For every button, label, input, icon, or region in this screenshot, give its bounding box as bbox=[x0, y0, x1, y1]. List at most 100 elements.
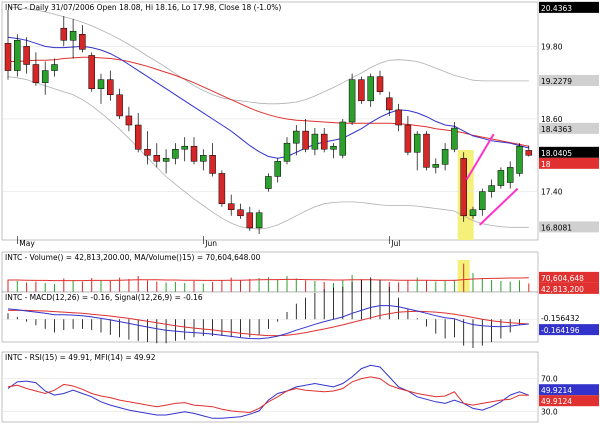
candle-38 bbox=[358, 76, 365, 104]
trendline-upper bbox=[465, 133, 495, 180]
macd-tag-0-bg bbox=[539, 311, 599, 323]
candle-body bbox=[41, 70, 49, 83]
candle-0 bbox=[4, 10, 12, 80]
candle-41 bbox=[386, 91, 393, 116]
candle-body bbox=[190, 145, 198, 162]
candle-7 bbox=[69, 19, 77, 59]
rsi-tag-0-bg bbox=[539, 384, 599, 396]
macd-tag-0-text: -0.156432 bbox=[541, 314, 580, 323]
candle-25 bbox=[237, 203, 244, 219]
price-tag-3-text: 18.0405 bbox=[541, 149, 572, 158]
price-tag-2-text: 18.4363 bbox=[541, 125, 572, 134]
candle-50 bbox=[469, 206, 477, 219]
candle-body bbox=[376, 76, 384, 92]
candle-body bbox=[274, 161, 281, 177]
macd-value-tags: -0.156432 -0.164196 bbox=[539, 311, 599, 336]
candle-34 bbox=[320, 128, 328, 153]
price-tag-1: 19.2279 bbox=[539, 74, 599, 86]
rsi-tag-1-bg bbox=[539, 395, 599, 407]
price-grid bbox=[2, 46, 538, 192]
mfi-line bbox=[7, 364, 529, 419]
candle-body bbox=[209, 155, 216, 174]
candle-body bbox=[283, 142, 291, 162]
volume-value-tags: 70,604,648 42,813,200 bbox=[539, 271, 599, 294]
candle-3 bbox=[32, 52, 40, 86]
volume-tag-0-bg bbox=[539, 271, 599, 283]
candle-body bbox=[311, 133, 319, 150]
candle-body bbox=[525, 150, 533, 156]
candle-45 bbox=[423, 131, 430, 171]
price-tag-1-text: 19.2279 bbox=[541, 77, 572, 86]
macd-title: INTC - MACD(12,26) = -0.16, Signal(12,26… bbox=[5, 293, 203, 302]
candle-body bbox=[23, 46, 30, 65]
candle-54 bbox=[506, 161, 514, 189]
candle-body bbox=[451, 127, 458, 150]
candle-body bbox=[116, 94, 123, 117]
macd-tag-1: -0.164196 bbox=[539, 324, 599, 336]
candle-body bbox=[441, 148, 449, 165]
candle-body bbox=[479, 191, 486, 210]
rsi-grid bbox=[2, 378, 538, 413]
candle-body bbox=[265, 176, 272, 189]
candle-23 bbox=[218, 170, 226, 207]
candle-body bbox=[200, 155, 207, 162]
candle-body bbox=[413, 133, 421, 153]
price-y-tick-1: 18.60 bbox=[541, 115, 563, 124]
candle-body bbox=[125, 115, 133, 126]
candle-body bbox=[88, 55, 95, 89]
volume-ma-line bbox=[8, 277, 529, 282]
candle-body bbox=[97, 79, 105, 89]
rsi-y-tick-30: 30.0 bbox=[541, 408, 558, 417]
candle-39 bbox=[367, 73, 374, 107]
candle-27 bbox=[255, 209, 263, 234]
macd-tag-1-bg bbox=[539, 324, 599, 336]
price-x-axis: May Jun Jul bbox=[16, 236, 400, 248]
candle-53 bbox=[497, 167, 505, 189]
rsi-value-tags: 49.9214 49.9124 bbox=[539, 384, 599, 407]
candle-56 bbox=[525, 145, 533, 157]
macd-tag-1-text: -0.164196 bbox=[541, 326, 580, 335]
price-tag-0-text: 20.4363 bbox=[541, 4, 572, 13]
candle-30 bbox=[283, 137, 291, 165]
candle-8 bbox=[79, 25, 86, 53]
candle-body bbox=[181, 145, 188, 150]
candle-body bbox=[32, 64, 40, 83]
rsi-y-axis: 70.0 30.0 bbox=[541, 375, 558, 417]
volume-tag-0-text: 70,604,648 bbox=[541, 274, 584, 283]
macd-panel: INTC - MACD(12,26) = -0.16, Signal(12,26… bbox=[1, 277, 599, 349]
volume-tag-0: 70,604,648 bbox=[539, 271, 599, 283]
candle-47 bbox=[441, 143, 449, 171]
candle-36 bbox=[339, 118, 347, 159]
price-tag-2: 18.4363 bbox=[539, 122, 599, 134]
candle-body bbox=[218, 173, 226, 204]
candle-body bbox=[134, 124, 142, 150]
rsi-panel: INTC - RSI(15) = 49.91, MFI(14) = 49.92 … bbox=[1, 351, 599, 423]
candle-20 bbox=[190, 137, 198, 165]
rsi-y-tick-70: 70.0 bbox=[541, 375, 558, 384]
month-label-2: Jul bbox=[390, 239, 400, 248]
candle-46 bbox=[432, 158, 440, 174]
price-tag-1-bg bbox=[539, 74, 599, 86]
candle-body bbox=[460, 158, 467, 217]
candle-body bbox=[395, 109, 402, 126]
candle-body bbox=[348, 79, 356, 123]
candle-body bbox=[330, 145, 337, 150]
candle-body bbox=[423, 133, 430, 168]
candle-5 bbox=[51, 58, 58, 77]
candle-2 bbox=[23, 37, 30, 74]
candle-31 bbox=[293, 125, 300, 156]
candle-43 bbox=[404, 115, 412, 156]
candle-24 bbox=[227, 194, 235, 216]
candle-body bbox=[432, 164, 440, 168]
volume-title: INTC - Volume() = 42,813,200.00, MA/Volu… bbox=[5, 253, 261, 262]
rsi-tag-0-text: 49.9214 bbox=[541, 386, 572, 395]
candle-18 bbox=[172, 143, 179, 165]
rsi-panel-frame bbox=[1, 351, 539, 423]
bollinger-bands bbox=[7, 6, 529, 230]
month-label-0: May bbox=[19, 239, 35, 248]
candle-51 bbox=[479, 188, 486, 216]
candle-15 bbox=[144, 131, 151, 165]
candle-42 bbox=[395, 103, 402, 132]
price-tag-0-bg bbox=[539, 1, 599, 13]
